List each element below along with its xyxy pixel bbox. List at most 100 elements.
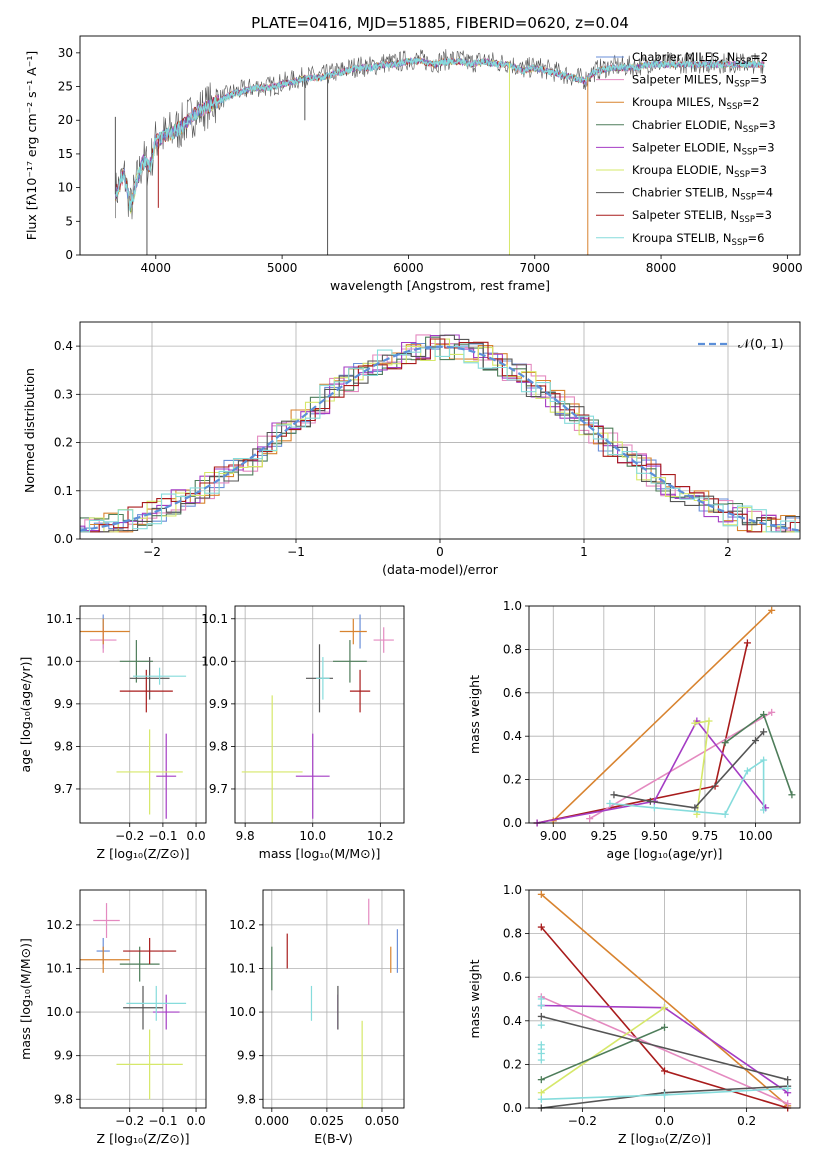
y-tick-label: 9.9 <box>237 1049 256 1063</box>
histogram-SE <box>80 334 800 533</box>
y-axis-label: age [log₁₀(age/yr)] <box>18 657 33 773</box>
axes-frame <box>79 321 801 540</box>
y-tick-label: 15 <box>58 147 73 161</box>
histogram-KE <box>80 338 800 533</box>
y-tick-label: 20 <box>58 113 73 127</box>
y-tick-label: 9.9 <box>54 697 73 711</box>
legend-label-rest: =3 <box>750 163 767 177</box>
x-tick-label: 0 <box>436 545 444 559</box>
weight-line-CS <box>613 731 765 809</box>
y-tick-label: 10.0 <box>46 654 73 668</box>
axes-frame <box>79 889 207 1109</box>
legend-subscript: SSP <box>742 147 758 157</box>
x-tick-label: 9.8 <box>236 829 255 843</box>
weight-line-CS <box>541 1015 788 1081</box>
x-axis-label: E(B-V) <box>314 1131 353 1146</box>
x-tick-label: 0.025 <box>310 1114 344 1128</box>
y-tick-label: 10.1 <box>229 961 256 975</box>
x-tick-label: 10.00 <box>738 829 772 843</box>
residual-histogram-panel: −2 −1 0 1 2 0.0 0.1 0.2 0.3 0.4 (data-model)/error… <box>22 321 801 577</box>
x-axis-label: Z [log₁₀(Z/Z⊙)] <box>618 1131 711 1146</box>
y-tick-label: 10.1 <box>201 612 228 626</box>
weight-vs-age-panel: 9.00 9.25 9.50 9.75 10.00 0.0 0.2 0.4 0.6 0.8 1.0 a… <box>467 599 801 861</box>
x-tick-label: 0.2 <box>737 1114 756 1128</box>
legend-subscript: SSP <box>734 80 750 90</box>
legend-label: Salpeter STELIB, NSSP=3 <box>632 208 772 225</box>
legend-label-rest: =6 <box>747 231 764 245</box>
axes-frame <box>262 889 405 1109</box>
y-tick-label: 1.0 <box>503 883 522 897</box>
x-tick-label: 9000 <box>772 261 803 275</box>
weight-line-SM <box>540 996 789 1105</box>
y-tick-label: 10.0 <box>229 1005 256 1019</box>
axes-frame <box>234 605 405 824</box>
age-vs-mass-panel: 9.8 10.0 10.2 9.7 9.8 9.9 10.0 10.1 mass [log₁₀(… <box>201 605 405 861</box>
legend-label: Kroupa STELIB, NSSP=6 <box>632 231 764 248</box>
plot-area <box>80 903 187 1100</box>
y-tick-label: 0.2 <box>503 1057 522 1071</box>
y-axis-label: Normed distribution <box>22 368 37 493</box>
weight-line-SE <box>536 719 767 824</box>
legend-label-rest: =2 <box>751 50 768 64</box>
weight-line-SS <box>536 642 749 824</box>
legend-subscript: SSP <box>727 102 743 112</box>
y-tick-label: 30 <box>58 46 73 60</box>
weight-line-KE <box>540 1007 665 1094</box>
x-axis-label: age [log₁₀(age/yr)] <box>607 846 723 861</box>
x-axis-label: (data-model)/error <box>382 562 499 577</box>
y-tick-label: 9.8 <box>209 739 228 753</box>
x-tick-label: 5000 <box>267 261 298 275</box>
x-axis-label: mass [log₁₀(M/M⊙)] <box>259 846 381 861</box>
mass-vs-metallicity-panel: −0.2 −0.1 0.0 9.8 9.9 10.0 10.1 10.2 Z [log₁₀(Z/… <box>18 889 207 1146</box>
y-tick-label: 10.2 <box>46 918 73 932</box>
y-tick-label: 0.6 <box>503 686 522 700</box>
y-tick-label: 5 <box>65 214 73 228</box>
legend-subscript: SSP <box>739 215 755 225</box>
y-tick-label: 9.8 <box>54 739 73 753</box>
weight-line-KS <box>609 758 765 816</box>
y-tick-label: 0.2 <box>503 773 522 787</box>
y-tick-label: 1.0 <box>503 599 522 613</box>
y-tick-label: 9.8 <box>54 1092 73 1106</box>
histogram-SS <box>80 338 800 533</box>
y-tick-label: 0.8 <box>503 642 522 656</box>
y-tick-label: 10 <box>58 181 73 195</box>
chart-title: PLATE=0416, MJD=51885, FIBERID=0620, z=0… <box>251 14 629 32</box>
histogram-SM <box>80 334 800 533</box>
x-tick-label: 0.0 <box>187 829 206 843</box>
legend-label-rest: =3 <box>755 208 772 222</box>
x-axis-label: wavelength [Angstrom, rest frame] <box>330 278 550 293</box>
y-tick-label: 10.1 <box>46 612 73 626</box>
x-tick-label: −2 <box>143 545 161 559</box>
axes-frame <box>79 605 207 824</box>
x-tick-label: 9.50 <box>641 829 668 843</box>
x-tick-label: 6000 <box>393 261 424 275</box>
legend-label: Salpeter ELODIE, NSSP=3 <box>632 140 775 157</box>
y-tick-label: 0.2 <box>54 436 73 450</box>
x-tick-label: −0.2 <box>115 1114 144 1128</box>
normal-curve <box>80 345 800 532</box>
y-tick-label: 0.3 <box>54 387 73 401</box>
x-tick-label: 10.0 <box>299 829 326 843</box>
y-tick-label: 0.8 <box>503 927 522 941</box>
legend-subscript: SSP <box>734 170 750 180</box>
spectrum-line-KS <box>115 57 765 211</box>
x-tick-label: −0.2 <box>115 829 144 843</box>
plot-area <box>271 898 398 1108</box>
legend-label: Chabrier STELIB, NSSP=4 <box>632 186 773 203</box>
weight-line-CE <box>724 713 793 796</box>
y-tick-label: 10.1 <box>46 961 73 975</box>
y-axis-label: mass weight <box>467 675 482 754</box>
y-tick-label: 0 <box>65 248 73 262</box>
legend-label-rest: =3 <box>750 73 767 87</box>
axes-frame <box>528 889 801 1109</box>
legend-label-rest: =2 <box>742 95 759 109</box>
x-tick-label: 9.00 <box>540 829 567 843</box>
weight-line-CE <box>540 1026 665 1081</box>
legend-subscript: SSP <box>735 57 751 67</box>
y-tick-label: 0.0 <box>54 532 73 546</box>
y-tick-label: 9.7 <box>209 782 228 796</box>
y-tick-label: 25 <box>58 80 73 94</box>
x-tick-label: −1 <box>287 545 305 559</box>
weight-line-KM <box>540 893 789 1107</box>
